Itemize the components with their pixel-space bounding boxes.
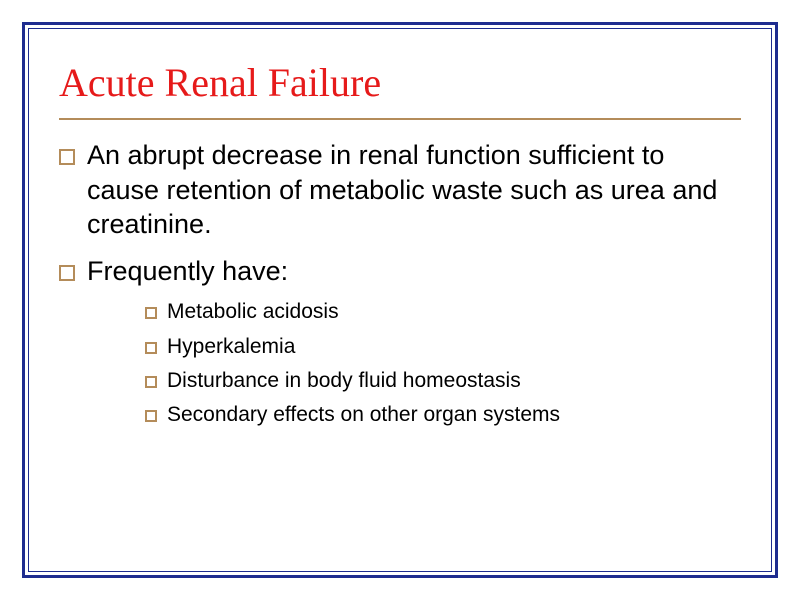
sub-bullet-item: Disturbance in body fluid homeostasis (145, 367, 741, 395)
bullet-text: Frequently have: (87, 256, 288, 286)
slide-inner-border: Acute Renal Failure An abrupt decrease i… (28, 28, 772, 572)
sub-bullet-item: Hyperkalemia (145, 333, 741, 361)
title-underline (59, 118, 741, 120)
bullet-text: An abrupt decrease in renal function suf… (87, 140, 717, 239)
bullet-list: An abrupt decrease in renal function suf… (59, 138, 741, 430)
slide-title: Acute Renal Failure (59, 59, 741, 106)
sub-bullet-item: Secondary effects on other organ systems (145, 401, 741, 429)
slide-outer-border: Acute Renal Failure An abrupt decrease i… (22, 22, 778, 578)
sub-bullet-item: Metabolic acidosis (145, 298, 741, 326)
sub-bullet-list: Metabolic acidosis Hyperkalemia Disturba… (145, 298, 741, 429)
bullet-item: An abrupt decrease in renal function suf… (59, 138, 741, 242)
bullet-item: Frequently have: Metabolic acidosis Hype… (59, 254, 741, 430)
